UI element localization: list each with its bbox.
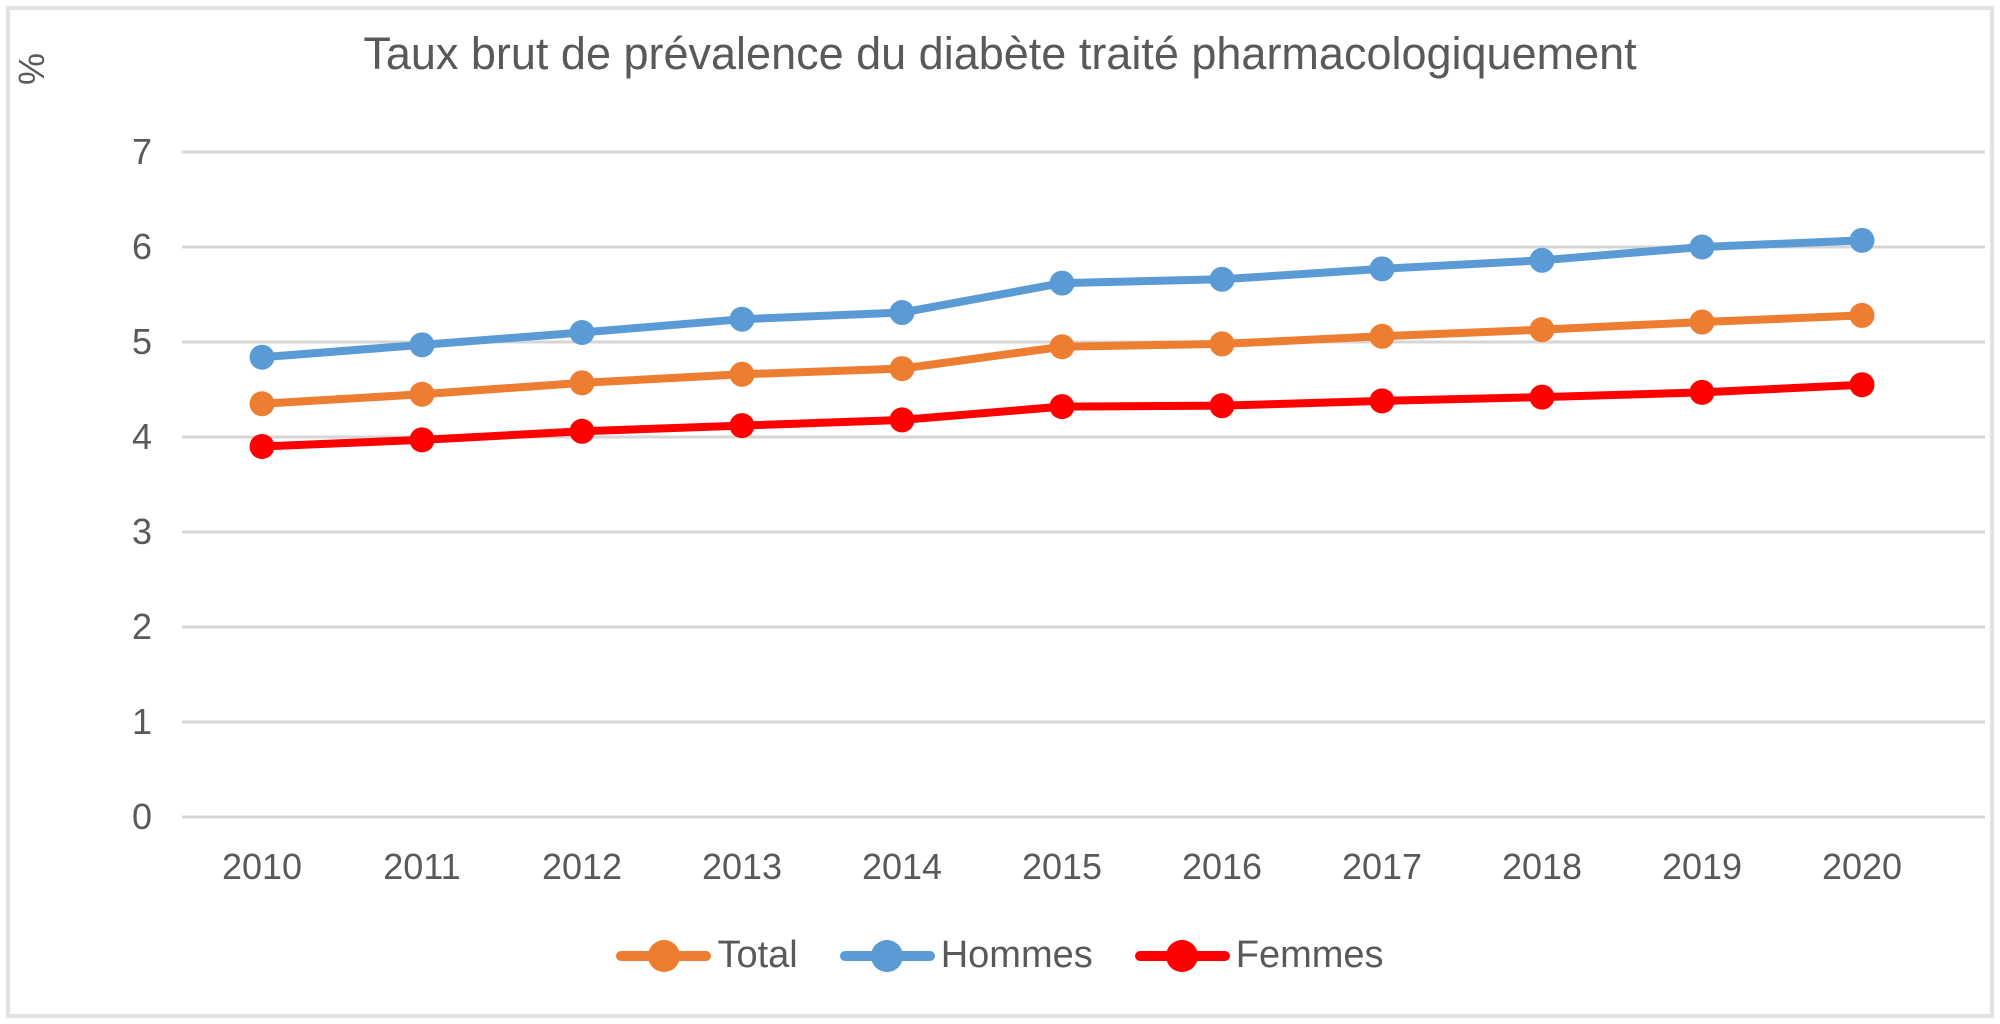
legend-label-total: Total [717, 934, 798, 976]
data-point-femmes-2010 [249, 434, 275, 459]
data-point-femmes-2020 [1849, 372, 1875, 398]
x-tick-label-2014: 2014 [861, 846, 943, 887]
legend: Total Hommes Femmes [0, 934, 2000, 977]
x-tick-label-2011: 2011 [383, 846, 461, 887]
x-tick-label-2015: 2015 [1021, 846, 1103, 887]
legend-item-femmes: Femmes [1134, 934, 1384, 977]
legend-marker-hommes [839, 939, 935, 972]
data-point-total-2020 [1849, 302, 1875, 328]
data-point-hommes-2011 [409, 332, 435, 358]
legend-label-hommes: Hommes [940, 934, 1093, 976]
y-tick-label-1: 1 [131, 701, 152, 742]
data-point-total-2016 [1209, 331, 1235, 357]
legend-marker-dot [871, 939, 904, 972]
x-tick-label-2013: 2013 [701, 846, 783, 887]
legend-item-total: Total [616, 934, 798, 977]
y-tick-label-4: 4 [131, 416, 152, 457]
data-point-total-2017 [1369, 323, 1395, 349]
x-tick-label-2020: 2020 [1821, 846, 1903, 887]
data-point-total-2012 [569, 370, 595, 396]
data-point-hommes-2017 [1369, 256, 1395, 282]
data-point-hommes-2012 [569, 320, 595, 345]
data-point-femmes-2017 [1369, 388, 1395, 414]
data-point-total-2010 [249, 391, 275, 417]
data-point-femmes-2018 [1529, 384, 1555, 410]
x-tick-label-2018: 2018 [1501, 846, 1583, 887]
data-point-femmes-2015 [1049, 394, 1075, 420]
legend-marker-dot [1166, 939, 1199, 972]
data-point-hommes-2019 [1689, 234, 1715, 260]
data-point-total-2014 [889, 356, 915, 382]
legend-item-hommes: Hommes [839, 934, 1093, 977]
data-point-hommes-2020 [1849, 227, 1875, 253]
chart-title: Taux brut de prévalence du diabète trait… [363, 28, 1637, 79]
y-tick-label-2: 2 [131, 606, 152, 647]
data-point-hommes-2013 [729, 306, 755, 332]
data-point-hommes-2014 [889, 300, 915, 326]
data-point-femmes-2016 [1209, 393, 1235, 419]
data-point-hommes-2018 [1529, 247, 1555, 273]
data-point-total-2011 [409, 381, 435, 407]
data-point-hommes-2010 [249, 344, 275, 370]
data-point-femmes-2012 [569, 418, 595, 444]
y-tick-label-3: 3 [131, 511, 152, 552]
x-tick-label-2016: 2016 [1181, 846, 1263, 887]
legend-marker-femmes [1134, 939, 1230, 972]
data-point-hommes-2015 [1049, 270, 1075, 296]
x-tick-label-2010: 2010 [221, 846, 303, 887]
legend-marker-dot [647, 939, 680, 972]
x-tick-label-2019: 2019 [1661, 846, 1743, 887]
data-point-total-2019 [1689, 309, 1715, 335]
data-point-femmes-2014 [889, 407, 915, 433]
series-line-total [258, 311, 1866, 408]
y-tick-label-5: 5 [131, 321, 152, 362]
legend-marker-total [616, 939, 712, 972]
data-point-femmes-2011 [409, 427, 435, 453]
data-point-total-2013 [729, 361, 755, 387]
legend-label-femmes: Femmes [1235, 934, 1384, 976]
data-point-femmes-2013 [729, 413, 755, 439]
x-tick-label-2012: 2012 [541, 846, 623, 887]
y-tick-label-0: 0 [131, 796, 152, 837]
data-point-femmes-2019 [1689, 379, 1715, 405]
x-tick-label-2017: 2017 [1341, 846, 1423, 887]
data-point-hommes-2016 [1209, 266, 1235, 292]
y-tick-label-6: 6 [131, 226, 152, 267]
data-point-total-2015 [1049, 334, 1075, 360]
y-tick-label-7: 7 [131, 131, 152, 172]
data-point-total-2018 [1529, 317, 1555, 343]
